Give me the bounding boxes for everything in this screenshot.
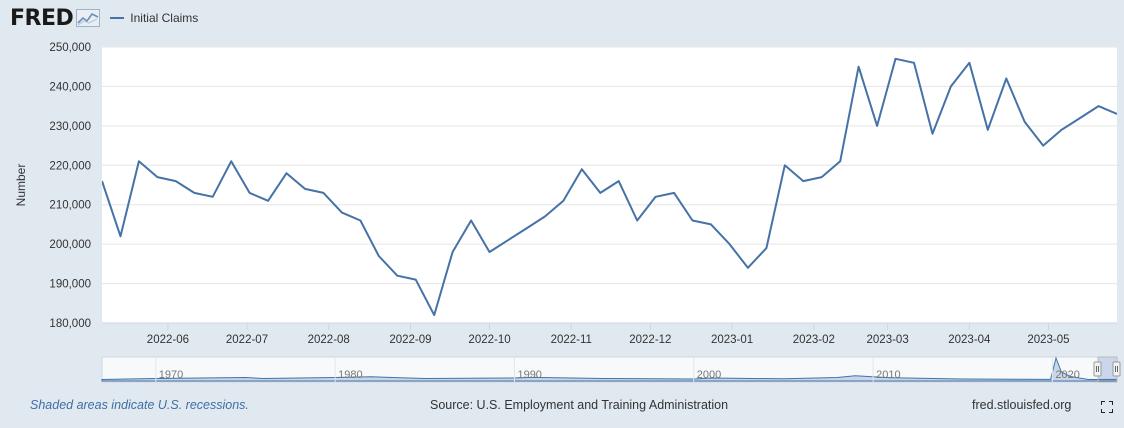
x-tick-label: 2022-07 [226, 334, 268, 346]
navigator-year-label: 1970 [159, 369, 183, 381]
navigator-year-label: 2000 [697, 369, 721, 381]
x-tick-label: 2022-09 [389, 334, 431, 346]
y-tick-label: 240,000 [49, 81, 91, 93]
legend[interactable]: Initial Claims [110, 11, 198, 25]
fred-logo[interactable]: FRED [10, 5, 74, 31]
x-tick-label: 2023-05 [1027, 334, 1069, 346]
navigator-background [101, 356, 1118, 383]
y-tick-label: 180,000 [49, 318, 91, 330]
navigator-year-label: 2010 [876, 369, 900, 381]
recession-note: Shaded areas indicate U.S. recessions. [30, 398, 249, 412]
x-tick-label: 2023-01 [711, 334, 753, 346]
navigator-year-label: 1990 [517, 369, 541, 381]
y-tick-label: 190,000 [49, 279, 91, 291]
navigator-right-handle[interactable] [1112, 361, 1121, 377]
y-axis-ticks: 180,000 190,000 200,000 210,000 220,000 230,0… [49, 42, 91, 330]
x-tick-label: 2023-04 [948, 334, 991, 346]
y-tick-label: 220,000 [49, 160, 91, 172]
x-axis-ticks: 2022-06 2022-07 2022-08 2022-09 2022-10 2022-… [147, 323, 1070, 346]
fullscreen-icon[interactable] [1101, 401, 1113, 413]
y-tick-label: 230,000 [49, 121, 91, 133]
legend-label: Initial Claims [130, 11, 199, 25]
navigator-series-area [101, 356, 1118, 382]
y-tick-label: 210,000 [49, 200, 91, 212]
y-tick-label: 250,000 [49, 42, 91, 54]
y-axis-label: Number [14, 164, 28, 207]
navigator-year-label: 2020 [1055, 369, 1079, 381]
site-link[interactable]: fred.stlouisfed.org [972, 398, 1072, 412]
navigator-year-label: 1980 [338, 369, 362, 381]
grid-lines [102, 46, 1117, 324]
navigator-left-handle[interactable] [1093, 361, 1102, 377]
legend-swatch [110, 17, 125, 19]
source-text: Source: U.S. Employment and Training Adm… [430, 398, 729, 412]
x-tick-label: 2022-12 [629, 334, 671, 346]
x-tick-label: 2022-10 [468, 334, 510, 346]
x-tick-label: 2022-06 [147, 334, 189, 346]
navigator-year-labels: 1970 1980 1990 2000 2010 2020 [155, 357, 1080, 382]
y-tick-label: 200,000 [49, 239, 91, 251]
x-tick-label: 2023-03 [867, 334, 909, 346]
plot-background [102, 47, 1117, 323]
range-navigator[interactable]: 1970 1980 1990 2000 2010 2020 [101, 356, 1121, 383]
x-tick-label: 2022-11 [551, 334, 592, 346]
x-tick-label: 2022-08 [308, 334, 350, 346]
chart-header: FRED Initial Claims [10, 4, 198, 32]
chart-line-icon [76, 9, 101, 27]
x-tick-label: 2023-02 [793, 334, 835, 346]
series-line-initial-claims [102, 57, 1117, 317]
